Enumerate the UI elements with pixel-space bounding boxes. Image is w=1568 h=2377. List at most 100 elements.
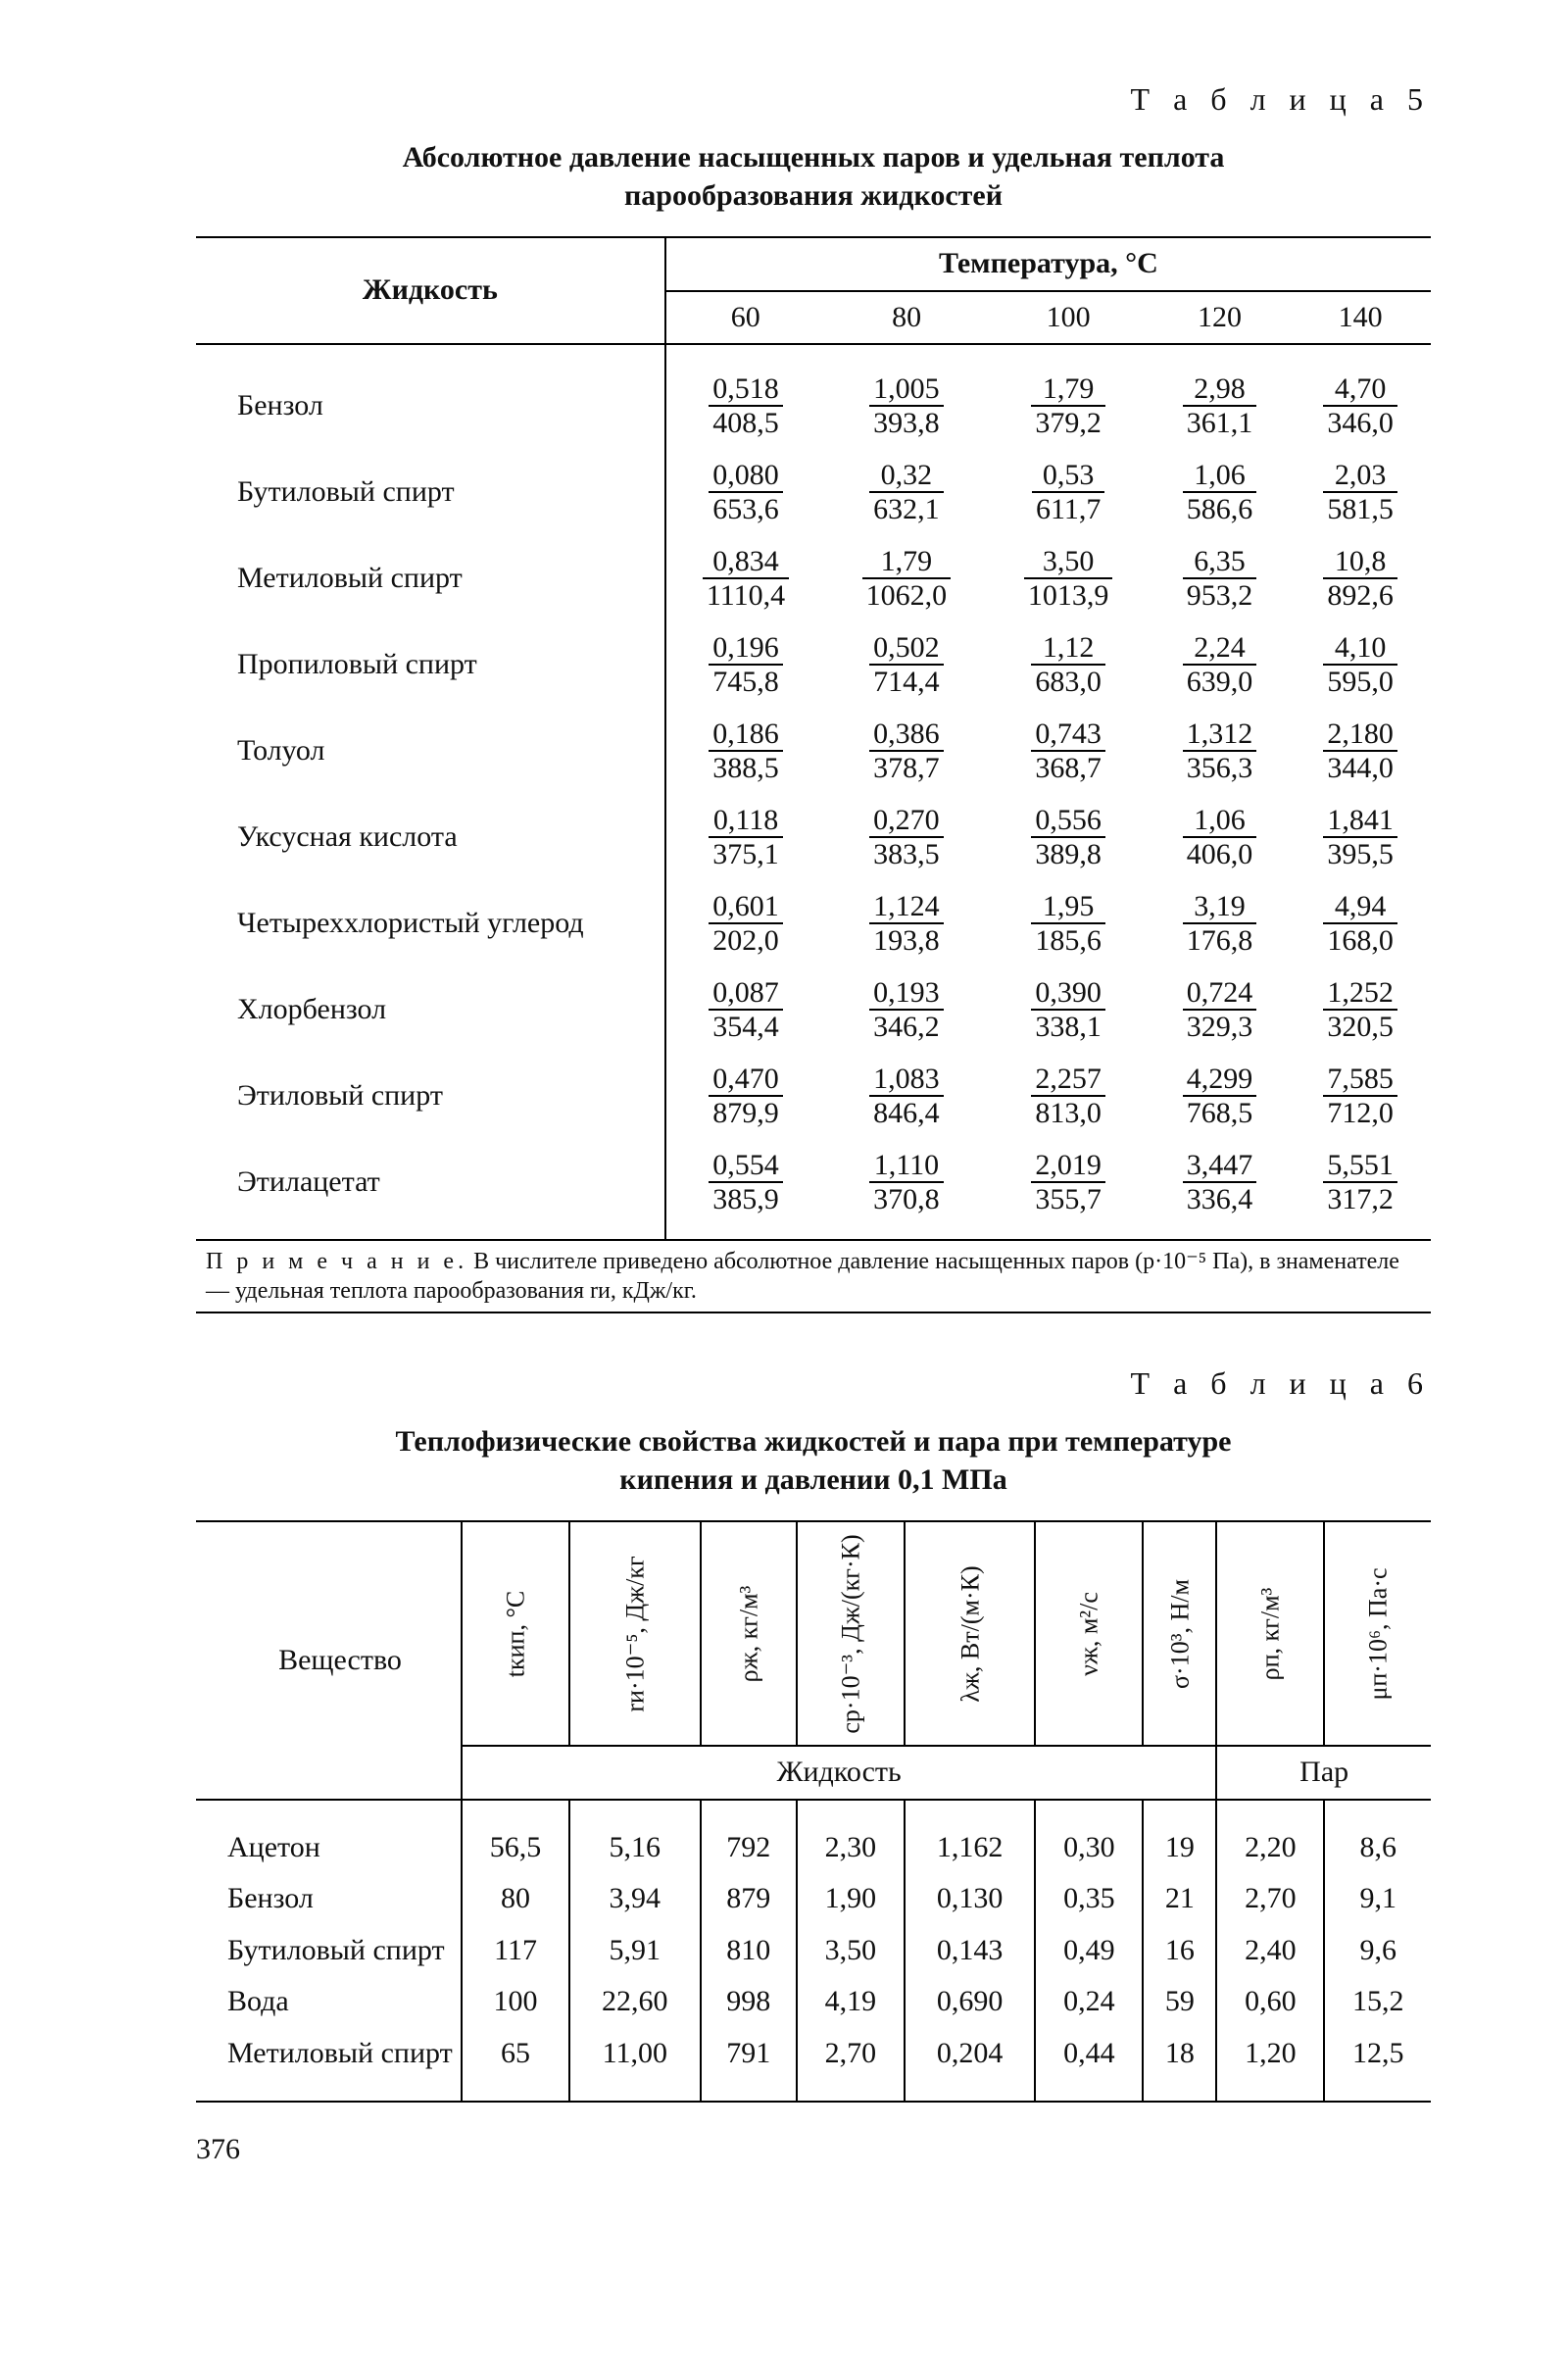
t6-cell: 1,20 [1216, 2028, 1324, 2103]
t5-cell: 0,556389,8 [988, 794, 1150, 880]
t6-cell: 9,1 [1324, 1873, 1431, 1925]
t5-liquid-name: Бензол [196, 344, 665, 449]
t5-row: Пропиловый спирт0,196745,80,502714,41,12… [196, 621, 1431, 708]
t5-hdr-100: 100 [988, 291, 1150, 345]
t5-cell: 3,447336,4 [1150, 1139, 1291, 1240]
t5-cell: 0,087354,4 [665, 966, 825, 1053]
t5-liquid-name: Хлорбензол [196, 966, 665, 1053]
t6-cell: 791 [701, 2028, 797, 2103]
t5-cell: 2,180344,0 [1290, 708, 1431, 794]
t5-hdr-60: 60 [665, 291, 825, 345]
table5-label: Т а б л и ц а 5 [196, 78, 1431, 121]
t6-cell: 879 [701, 1873, 797, 1925]
t5-cell: 1,791062,0 [825, 535, 987, 621]
t6-cell: 0,35 [1035, 1873, 1143, 1925]
t6-hdr-c6: σ·10³, Н/м [1143, 1521, 1216, 1746]
t5-cell: 0,186388,5 [665, 708, 825, 794]
t6-cell: 65 [462, 2028, 569, 2103]
t6-substance-name: Бензол [196, 1873, 462, 1925]
t5-row: Толуол0,186388,50,386378,70,743368,71,31… [196, 708, 1431, 794]
page-number: 376 [196, 2130, 1431, 2170]
t6-cell: 2,70 [797, 2028, 905, 2103]
t5-row: Хлорбензол0,087354,40,193346,20,390338,1… [196, 966, 1431, 1053]
t5-cell: 0,53611,7 [988, 449, 1150, 535]
t6-cell: 22,60 [569, 1976, 700, 2028]
t5-cell: 0,196745,8 [665, 621, 825, 708]
t5-liquid-name: Этилацетат [196, 1139, 665, 1240]
t5-cell: 7,585712,0 [1290, 1053, 1431, 1139]
t6-cell: 80 [462, 1873, 569, 1925]
t5-cell: 3,501013,9 [988, 535, 1150, 621]
t5-liquid-name: Уксусная кислота [196, 794, 665, 880]
t6-substance-name: Бутиловый спирт [196, 1925, 462, 1977]
t6-hdr-c5: νж, м²/с [1035, 1521, 1143, 1746]
t6-cell: 21 [1143, 1873, 1216, 1925]
t5-note: П р и м е ч а н и е. В числителе приведе… [196, 1240, 1431, 1312]
t5-liquid-name: Метиловый спирт [196, 535, 665, 621]
t6-cell: 0,24 [1035, 1976, 1143, 2028]
t5-cell: 4,299768,5 [1150, 1053, 1291, 1139]
t6-substance-name: Вода [196, 1976, 462, 2028]
t6-hdr-c0: tкип, °С [462, 1521, 569, 1746]
t5-cell: 2,24639,0 [1150, 621, 1291, 708]
t6-row: Бутиловый спирт1175,918103,500,1430,4916… [196, 1925, 1431, 1977]
t5-liquid-name: Четыреххлористый уг­лерод [196, 880, 665, 966]
t5-liquid-name: Этиловый спирт [196, 1053, 665, 1139]
t5-cell: 2,257813,0 [988, 1053, 1150, 1139]
t5-cell: 0,601202,0 [665, 880, 825, 966]
t5-cell: 2,98361,1 [1150, 344, 1291, 449]
t6-cell: 100 [462, 1976, 569, 2028]
t5-hdr-temps: Температура, °С [665, 237, 1431, 291]
t5-cell: 0,724329,3 [1150, 966, 1291, 1053]
t5-cell: 1,79379,2 [988, 344, 1150, 449]
t6-cell: 0,30 [1035, 1800, 1143, 1874]
t6-cell: 117 [462, 1925, 569, 1977]
t6-cell: 5,16 [569, 1800, 700, 1874]
t5-cell: 4,94168,0 [1290, 880, 1431, 966]
t5-row: Метиловый спирт0,8341110,41,791062,03,50… [196, 535, 1431, 621]
t5-cell: 0,386378,7 [825, 708, 987, 794]
t6-cell: 0,49 [1035, 1925, 1143, 1977]
t6-hdr-c4: λж, Вт/(м·К) [905, 1521, 1035, 1746]
t5-cell: 3,19176,8 [1150, 880, 1291, 966]
t6-cell: 3,50 [797, 1925, 905, 1977]
t6-cell: 19 [1143, 1800, 1216, 1874]
t6-cell: 2,40 [1216, 1925, 1324, 1977]
t5-cell: 1,06406,0 [1150, 794, 1291, 880]
t6-cell: 12,5 [1324, 2028, 1431, 2103]
t6-cell: 998 [701, 1976, 797, 2028]
t5-hdr-140: 140 [1290, 291, 1431, 345]
t5-hdr-liquid: Жидкость [196, 237, 665, 344]
t5-cell: 1,252320,5 [1290, 966, 1431, 1053]
t5-cell: 10,8892,6 [1290, 535, 1431, 621]
t5-cell: 0,118375,1 [665, 794, 825, 880]
t6-cell: 5,91 [569, 1925, 700, 1977]
t6-substance-name: Ацетон [196, 1800, 462, 1874]
t5-cell: 1,841395,5 [1290, 794, 1431, 880]
t5-cell: 4,10595,0 [1290, 621, 1431, 708]
t6-cell: 18 [1143, 2028, 1216, 2103]
t6-cell: 4,19 [797, 1976, 905, 2028]
t6-cell: 0,690 [905, 1976, 1035, 2028]
t6-hdr-substance: Вещество [196, 1521, 462, 1800]
t5-hdr-80: 80 [825, 291, 987, 345]
t5-cell: 1,06586,6 [1150, 449, 1291, 535]
t5-note-lead: П р и м е ч а н и е. [206, 1249, 467, 1274]
t5-cell: 2,03581,5 [1290, 449, 1431, 535]
t5-cell: 0,518408,5 [665, 344, 825, 449]
t6-hdr-c8: μп·10⁶, Па·с [1324, 1521, 1431, 1746]
t6-cell: 792 [701, 1800, 797, 1874]
t5-row: Этилацетат0,554385,91,110370,82,019355,7… [196, 1139, 1431, 1240]
t6-hdr-c7: ρп, кг/м³ [1216, 1521, 1324, 1746]
t5-cell: 0,470879,9 [665, 1053, 825, 1139]
t5-row: Уксусная кислота0,118375,10,270383,50,55… [196, 794, 1431, 880]
t6-cell: 59 [1143, 1976, 1216, 2028]
t5-hdr-120: 120 [1150, 291, 1291, 345]
t6-cell: 2,30 [797, 1800, 905, 1874]
t5-row: Этиловый спирт0,470879,91,083846,42,2578… [196, 1053, 1431, 1139]
t6-cell: 0,143 [905, 1925, 1035, 1977]
t6-cell: 0,204 [905, 2028, 1035, 2103]
t6-hdr-c1: rи·10⁻⁵, Дж/кг [569, 1521, 700, 1746]
table5: Жидкость Температура, °С 60 80 100 120 1… [196, 236, 1431, 1313]
t6-substance-name: Метиловый спирт [196, 2028, 462, 2103]
